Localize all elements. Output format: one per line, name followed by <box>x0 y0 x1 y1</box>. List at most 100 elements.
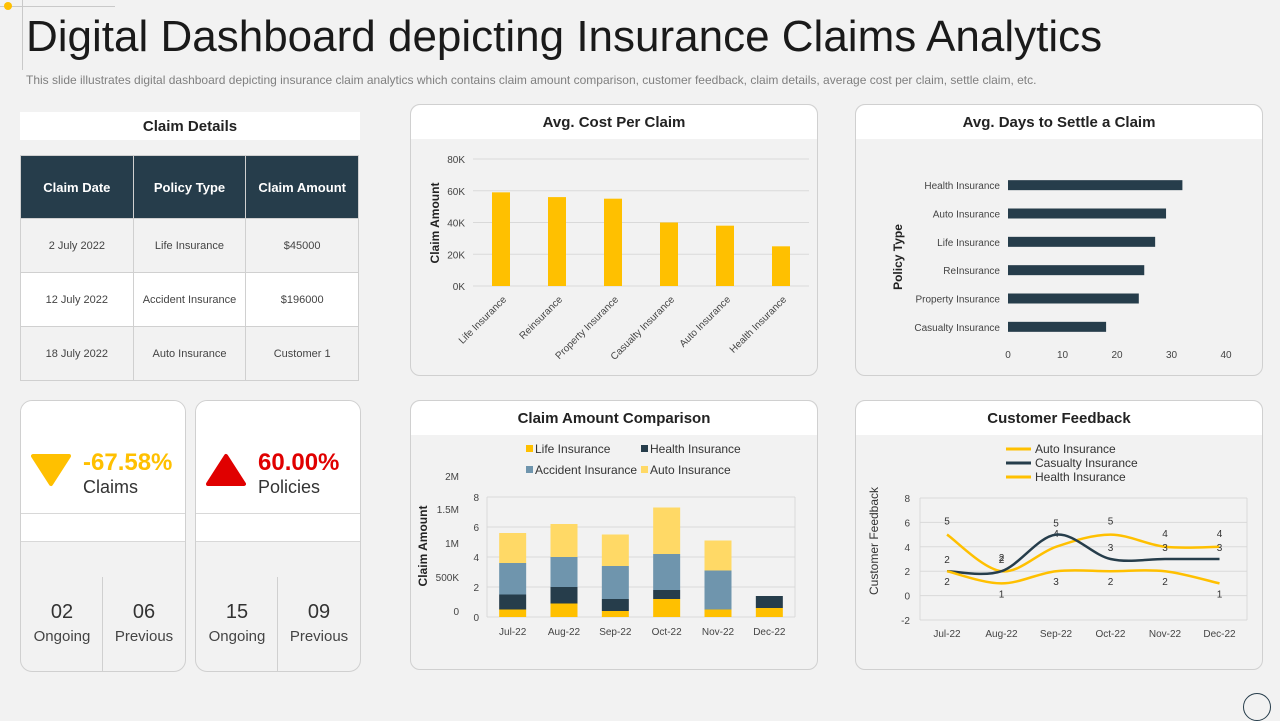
claim-details-table: Claim Date Policy Type Claim Amount 2 Ju… <box>20 155 359 381</box>
avg-days-title: Avg. Days to Settle a Claim <box>856 105 1262 139</box>
table-row: 2 July 2022 Life Insurance $45000 <box>20 218 359 273</box>
data-label: 1 <box>1217 589 1223 600</box>
kpi-sub-divider <box>277 577 278 671</box>
data-label: 2 <box>999 553 1005 564</box>
table-cell: 2 July 2022 <box>20 218 134 273</box>
y-tick-label: 0K <box>453 282 466 293</box>
legend-label: Health Insurance <box>650 442 741 456</box>
data-label: 2 <box>944 577 950 588</box>
table-cell: 12 July 2022 <box>20 272 134 327</box>
kpi-previous-count: 09 <box>307 601 331 623</box>
bar-segment <box>499 533 527 563</box>
legend-label: Auto Insurance <box>1035 442 1116 456</box>
bar-segment <box>601 611 629 617</box>
legend-label: Accident Insurance <box>535 463 637 477</box>
bar <box>492 192 510 286</box>
x-tick-label: Nov-22 <box>702 627 735 638</box>
data-label: 4 <box>1162 529 1168 540</box>
x-tick-label: Nov-22 <box>1149 629 1182 640</box>
x-tick-label: 0 <box>1005 350 1011 361</box>
y-tick-label: Auto Insurance <box>933 210 1001 221</box>
bar-segment <box>653 507 681 554</box>
policies-kpi-card: 60.00% Policies 15 Ongoing 09 Previous <box>195 400 361 672</box>
kpi-divider <box>21 541 185 542</box>
secondary-y-tick-label: 1.5M <box>437 505 459 516</box>
data-label: 2 <box>1108 577 1114 588</box>
y-tick-label: 40K <box>447 219 465 230</box>
bar-segment <box>653 590 681 599</box>
y-tick-label: Casualty Insurance <box>914 323 1000 334</box>
claims-kpi-card: -67.58% Claims 02 Ongoing 06 Previous <box>20 400 186 672</box>
kpi-strip <box>21 513 185 542</box>
y-tick-label: 2 <box>473 583 479 594</box>
kpi-label: Policies <box>258 477 321 497</box>
kpi-ongoing-count: 02 <box>50 601 74 623</box>
bar-segment <box>601 534 629 566</box>
legend-label: Auto Insurance <box>650 463 731 477</box>
table-header-claim-amount: Claim Amount <box>245 155 359 219</box>
table-header-claim-date: Claim Date <box>20 155 134 219</box>
bar-segment <box>550 603 578 617</box>
kpi-previous-label: Previous <box>289 628 349 645</box>
x-tick-label: Jul-22 <box>933 629 961 640</box>
data-label: 2 <box>944 555 950 566</box>
y-tick-label: 4 <box>904 543 910 554</box>
table-header-policy-type: Policy Type <box>132 155 247 219</box>
series-line <box>946 569 1220 585</box>
data-label: 3 <box>1108 543 1114 554</box>
decorative-vertical-line <box>22 0 23 70</box>
kpi-previous: 06 Previous <box>103 601 185 645</box>
bar-segment <box>550 524 578 557</box>
legend-swatch <box>526 445 533 452</box>
kpi-label: Claims <box>83 477 139 497</box>
avg-cost-title: Avg. Cost Per Claim <box>411 105 817 139</box>
x-tick-label: 20 <box>1111 350 1123 361</box>
x-tick-label: Reinsurance <box>518 294 566 342</box>
y-tick-label: 60K <box>447 187 465 198</box>
data-label: 5 <box>1108 517 1114 528</box>
kpi-ongoing-label: Ongoing <box>33 628 91 645</box>
bar <box>1008 265 1145 276</box>
x-tick-label: Oct-22 <box>1095 629 1125 640</box>
kpi-previous-label: Previous <box>114 628 174 645</box>
data-label: 5 <box>1053 519 1059 530</box>
data-label: 3 <box>1217 543 1223 554</box>
x-tick-label: Sep-22 <box>599 627 632 638</box>
data-label: 3 <box>1162 543 1168 554</box>
x-tick-label: 40 <box>1220 350 1232 361</box>
avg-days-chart: 0 10 20 30 40 Policy Type Health Insurance Auto… <box>891 180 1232 361</box>
y-tick-label: 80K <box>447 155 465 166</box>
bar-segment <box>601 599 629 611</box>
bar-segment <box>601 566 629 599</box>
bar-segment <box>755 596 783 608</box>
legend-swatch <box>641 445 648 452</box>
secondary-y-tick-label: 2M <box>445 472 459 483</box>
nav-circle-icon[interactable] <box>1243 693 1271 721</box>
table-cell: Life Insurance <box>132 218 247 273</box>
table-cell: Auto Insurance <box>132 326 247 381</box>
data-label: 2 <box>1162 577 1168 588</box>
bar <box>660 222 678 286</box>
table-cell: $45000 <box>245 218 359 273</box>
series-line <box>946 533 1220 573</box>
bar-segment <box>653 554 681 590</box>
bar-segment <box>704 609 732 617</box>
bar <box>604 198 622 286</box>
bar <box>548 197 566 286</box>
kpi-ongoing: 02 Ongoing <box>21 601 103 645</box>
bar-segment <box>550 557 578 587</box>
x-tick-label: Casualty Insurance <box>609 294 678 363</box>
y-tick-label: 20K <box>447 250 465 261</box>
data-label: 4 <box>1217 529 1223 540</box>
x-tick-label: Jul-22 <box>499 627 527 638</box>
claim-comparison-title: Claim Amount Comparison <box>411 401 817 435</box>
bar <box>1008 293 1139 304</box>
customer-feedback-title: Customer Feedback <box>856 401 1262 435</box>
x-tick-label: Dec-22 <box>753 627 786 638</box>
kpi-ongoing-label: Ongoing <box>208 628 266 645</box>
up-triangle-icon <box>206 454 246 486</box>
kpi-previous-count: 06 <box>132 601 156 623</box>
y-tick-label: 8 <box>904 494 910 505</box>
avg-days-panel: Avg. Days to Settle a Claim 0 10 20 30 40 Pol… <box>855 104 1263 376</box>
avg-cost-panel: Avg. Cost Per Claim 0K 20K 40K 60K 80K Claim … <box>410 104 818 376</box>
